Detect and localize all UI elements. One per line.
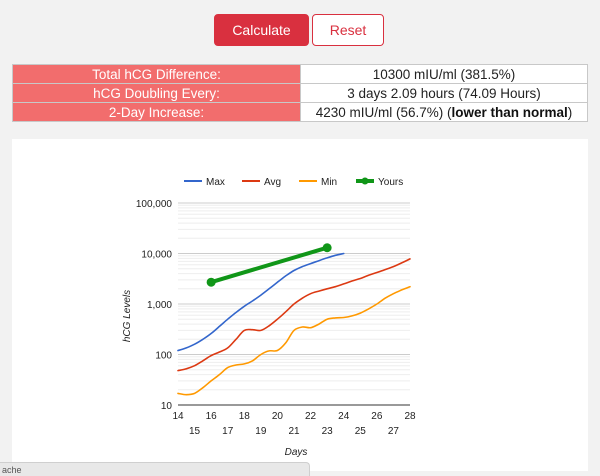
x-tick-label: 17: [222, 426, 234, 437]
y-tick-label: 10: [161, 401, 173, 412]
series-line-min: [177, 285, 411, 396]
increase-label: 2-Day Increase:: [12, 102, 301, 122]
total-difference-row: Total hCG Difference: 10300 mIU/ml (381.…: [12, 64, 588, 84]
x-tick-label: 21: [288, 426, 300, 437]
series-point-yours: [322, 243, 332, 253]
doubling-value: 3 days 2.09 hours (74.09 Hours): [300, 83, 588, 103]
x-tick-label: 27: [388, 426, 400, 437]
hcg-chart-card: 10 100 1,000 10,000 100,000 14 15 16 17 18 19 20 21 2…: [12, 139, 588, 471]
results-table: Total hCG Difference: 10300 mIU/ml (381.…: [12, 64, 588, 122]
x-tick-label: 23: [322, 426, 334, 437]
y-tick-label: 100,000: [136, 199, 173, 210]
series-line-avg: [177, 258, 411, 372]
x-tick-label: 28: [404, 411, 416, 422]
x-tick-label: 19: [255, 426, 267, 437]
series-line-yours: [209, 245, 330, 285]
y-tick-label: 100: [155, 351, 172, 362]
y-tick-label: 10,000: [141, 250, 172, 261]
doubling-label: hCG Doubling Every:: [12, 83, 301, 103]
increase-value: 4230 mIU/ml (56.7%) (: [315, 104, 452, 120]
x-tick-label: 18: [239, 411, 251, 422]
x-tick-label: 24: [338, 411, 350, 422]
x-tick-label: 16: [206, 411, 218, 422]
reset-button[interactable]: Reset: [312, 14, 384, 46]
legend-label-min: Min: [321, 177, 337, 188]
x-tick-label: 14: [172, 411, 184, 422]
y-tick-label: 1,000: [147, 300, 172, 311]
x-tick-label: 20: [272, 411, 284, 422]
hcg-chart: 10 100 1,000 10,000 100,000 14 15 16 17 18 19 20 21 2…: [122, 177, 416, 458]
doubling-row: hCG Doubling Every: 3 days 2.09 hours (7…: [12, 83, 588, 103]
browser-status-bar: ache: [0, 462, 310, 476]
increase-close: ): [567, 104, 573, 120]
series-point-yours: [206, 277, 216, 287]
legend-label-yours: Yours: [378, 177, 403, 188]
increase-row: 2-Day Increase: 4230 mIU/ml (56.7%) (low…: [12, 102, 588, 122]
series-line-max: [177, 252, 345, 352]
calculate-button[interactable]: Calculate: [214, 14, 309, 46]
increase-value-cell: 4230 mIU/ml (56.7%) (lower than normal): [300, 102, 588, 122]
x-tick-label: 26: [371, 411, 383, 422]
legend-label-avg: Avg: [264, 177, 281, 188]
legend-label-max: Max: [206, 177, 225, 188]
total-difference-label: Total hCG Difference:: [12, 64, 301, 84]
increase-note: lower than normal: [451, 104, 568, 120]
x-tick-label: 25: [355, 426, 367, 437]
y-axis-title: hCG Levels: [122, 290, 133, 342]
x-axis-title: Days: [285, 447, 308, 458]
total-difference-value: 10300 mIU/ml (381.5%): [300, 64, 588, 84]
x-tick-label: 22: [305, 411, 317, 422]
x-tick-label: 15: [189, 426, 201, 437]
status-text: ache: [2, 465, 22, 475]
legend-marker-yours: [361, 177, 369, 185]
